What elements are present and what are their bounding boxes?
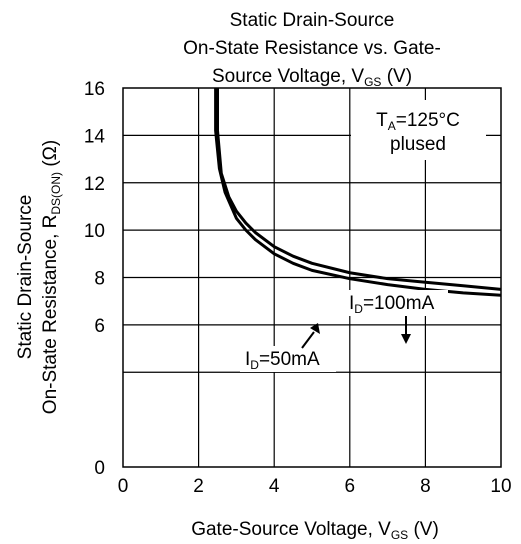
condition-t-sub: A [388,119,396,133]
x-tick-label-4: 4 [269,476,280,497]
plot-frame [122,87,502,468]
chart-title-line-2: On-State Resistance vs. Gate- [183,38,441,59]
chart-title-line-1: Static Drain-Source [230,10,395,31]
arrow-50ma-head [310,323,320,334]
label-50ma-bg [240,346,336,372]
y-tick-label-8: 8 [94,269,105,290]
x-tick-label-2: 2 [193,476,204,497]
series-label-50ma-tail: =50mA [259,349,320,370]
y-tick-label-0: 0 [94,458,105,479]
y-axis-label-line-2-sub: DS(ON) [49,172,63,215]
series-label-100ma: ID=100mA [349,293,435,316]
series-label-50ma-main: I [245,349,250,370]
x-tick-label-10: 10 [490,476,511,497]
x-tick-label-6: 6 [345,476,356,497]
chart-title-line-3-sub: GS [364,75,381,89]
condition-box [351,100,486,160]
series-group [214,88,502,297]
y-axis-label: Static Drain-Source On-State Resistance,… [15,140,63,414]
arrow-100ma-head [401,334,411,344]
y-tick-label-16: 16 [84,79,105,100]
y-axis-label-line-2: On-State Resistance, RDS(ON) (Ω) [40,140,63,414]
x-axis-label-main: Gate-Source Voltage, V [191,519,391,540]
series-label-100ma-main: I [349,293,354,314]
series-label-50ma: ID=50mA [245,349,320,372]
x-axis-label-sub: GS [391,528,408,542]
condition-t-tail: =125°C [396,110,460,131]
arrow-50ma-line [301,331,315,349]
y-tick-label-6: 6 [94,316,105,337]
y-tick-label-14: 14 [84,126,106,147]
chart-title-line-3-main: Source Voltage, V [212,66,364,87]
y-tick-label-12: 12 [84,174,105,195]
x-tick-label-8: 8 [420,476,431,497]
y-axis-label-line-1: Static Drain-Source [15,195,36,360]
x-axis-ticks: 0 2 4 6 8 10 [118,476,512,497]
label-100ma-bg [344,290,448,316]
chart-title-line-3-tail: (V) [381,66,412,87]
y-axis-ticks: 0 6 8 10 12 14 16 [84,79,106,479]
condition-temperature: TA=125°C [376,110,460,133]
x-axis-label-tail: (V) [408,519,439,540]
series-label-100ma-sub: D [354,302,363,316]
series-label-50ma-sub: D [250,358,259,372]
condition-pulsed: plused [390,134,446,155]
x-tick-label-0: 0 [118,476,129,497]
series-label-100ma-tail: =100mA [363,293,435,314]
condition-t-main: T [376,110,388,131]
series-line-50ma [214,88,502,297]
y-tick-label-10: 10 [84,221,105,242]
y-axis-label-line-2-main: On-State Resistance, R [40,215,61,415]
y-axis-label-line-2-tail: (Ω) [40,140,61,172]
chart-title-line-3: Source Voltage, VGS (V) [212,66,412,89]
x-axis-label: Gate-Source Voltage, VGS (V) [191,519,439,542]
